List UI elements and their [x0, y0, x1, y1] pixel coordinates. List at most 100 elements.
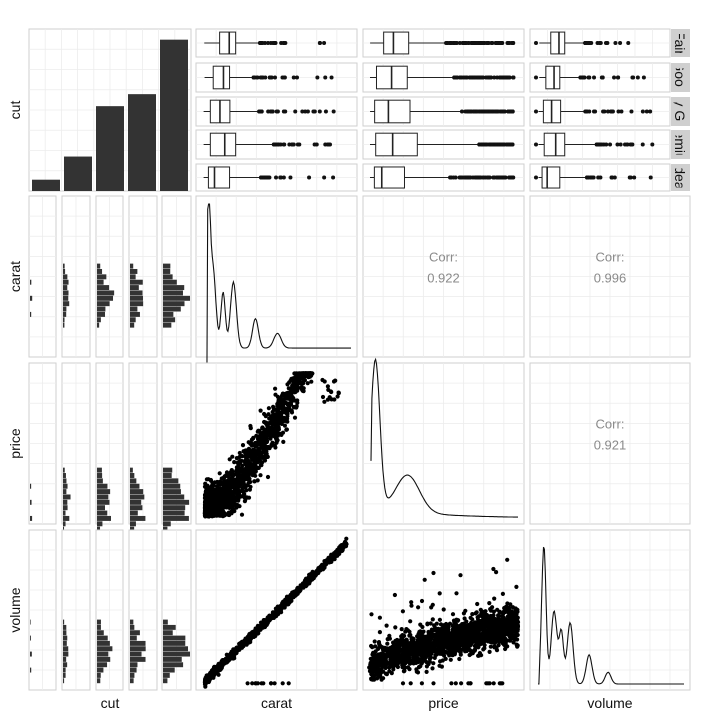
scatter-point [377, 630, 382, 635]
hist-bar [97, 301, 110, 307]
scatter-point [259, 450, 264, 456]
hist-bar [63, 322, 65, 328]
scatter-point [251, 447, 256, 452]
hist-bar [163, 656, 182, 662]
scatter-point [204, 679, 209, 684]
scatter-point [275, 437, 280, 442]
panel-box-volume-premium [529, 129, 671, 160]
scatter-point [400, 633, 405, 638]
outlier-point [641, 75, 646, 80]
scatter-point [250, 632, 256, 637]
scatter-point [274, 421, 279, 426]
outlier-point [463, 109, 468, 114]
box [219, 31, 237, 55]
outlier-point [297, 142, 302, 147]
scatter-point [222, 487, 227, 492]
hist-bar [163, 630, 173, 636]
panel-hist-volume-0 [28, 529, 57, 691]
scatter-point [275, 394, 280, 399]
scatter-point [229, 492, 234, 497]
scatter-point [274, 417, 279, 422]
hist-bar [163, 301, 185, 307]
outlier-point [291, 75, 296, 80]
hist-bar [130, 473, 135, 478]
outlier-point [502, 109, 507, 114]
hist-bar [97, 510, 108, 516]
scatter-point [259, 445, 264, 450]
hist-bar [130, 651, 142, 657]
outlier-point [628, 175, 633, 180]
outlier-point [497, 41, 502, 45]
scatter-point [208, 494, 213, 499]
scatter-point [256, 428, 261, 433]
outlier-point [459, 75, 464, 80]
outlier-point [490, 142, 495, 147]
scatter-point [295, 398, 300, 403]
hist-bar [163, 268, 171, 274]
scatter-point [485, 681, 491, 686]
hist-bar [97, 619, 101, 625]
hist-bar [97, 656, 111, 662]
outlier-point [534, 41, 538, 45]
scatter-point [230, 652, 235, 658]
scatter-point [478, 607, 483, 613]
scatter-point [211, 498, 216, 503]
outlier-point [488, 109, 493, 114]
hist-bar [163, 667, 175, 673]
scatter-point [212, 504, 218, 509]
hist-bar [30, 651, 32, 657]
outlier-point [484, 142, 489, 147]
hist-bar [63, 505, 68, 511]
outlier-point [474, 175, 479, 180]
panel-box-price-premium [362, 129, 525, 160]
corr-label: Corr: [596, 417, 625, 432]
outlier-point [613, 41, 618, 45]
hist-bar [63, 630, 67, 636]
hist-bar [63, 678, 65, 684]
scatter-point [326, 559, 331, 565]
scatter-point [230, 505, 235, 510]
hist-bar [130, 619, 134, 625]
outlier-point [264, 175, 269, 180]
scatter-point [276, 607, 281, 612]
scatter-point [475, 601, 480, 607]
outlier-point [258, 41, 263, 45]
outlier-point [644, 109, 649, 114]
hist-bar [97, 290, 115, 296]
outlier-point [615, 142, 620, 147]
outlier-point [322, 41, 327, 45]
panel-box-carat-fair [195, 28, 358, 58]
hist-bar [130, 667, 137, 673]
outlier-point [619, 109, 624, 114]
scatter-point [217, 471, 222, 476]
hist-bar [97, 473, 103, 478]
scatter-point [494, 570, 499, 575]
scatter-point [387, 633, 392, 639]
outlier-point [635, 75, 640, 80]
outlier-point [457, 41, 462, 45]
scatter-point [254, 458, 259, 463]
outlier-point [263, 75, 268, 80]
hist-bar [97, 505, 106, 511]
scatter-point [309, 379, 314, 384]
scatter-point [501, 615, 506, 620]
outlier-point [311, 109, 316, 114]
hist-bar [63, 285, 68, 291]
scatter-point [283, 406, 288, 411]
panel-box-carat-very-good [195, 96, 358, 127]
hist-bar [63, 494, 71, 500]
scatter-point [308, 371, 313, 376]
scatter-point [245, 463, 250, 468]
panel-cut-bar [28, 28, 192, 192]
scatter-point [233, 502, 239, 507]
scatter-point [321, 563, 326, 568]
outlier-point [472, 75, 477, 80]
outlier-point [648, 175, 653, 180]
hist-bar [63, 290, 69, 296]
scatter-point [308, 577, 313, 582]
scatter-point [424, 669, 429, 675]
scatter-point [259, 460, 264, 465]
box [212, 65, 231, 90]
box [373, 166, 405, 189]
scatter-point [209, 510, 214, 515]
